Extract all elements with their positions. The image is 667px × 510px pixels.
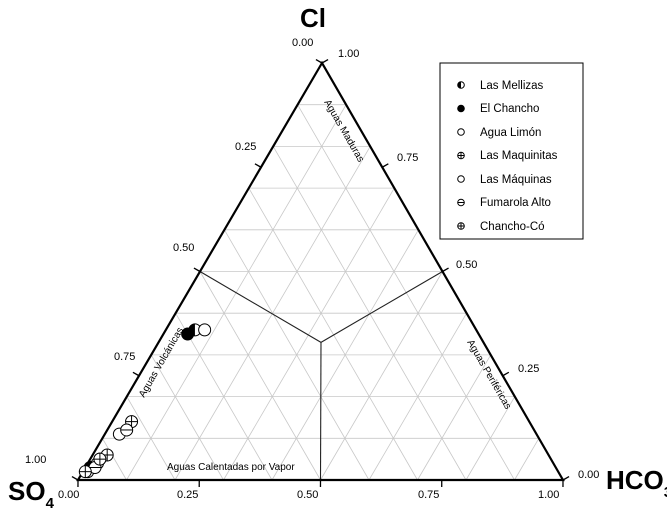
legend-marker-1 (457, 104, 465, 113)
vertex-label-so4-main: SO (8, 476, 46, 506)
grid-line-hco3-3 (223, 187, 395, 481)
hco3-tick-0: 0.00 (578, 469, 599, 481)
vertex-label-hco3-main: HCO (606, 465, 664, 495)
legend-marker-2 (457, 128, 465, 136)
legend-marker-3 (457, 151, 465, 160)
region-label-calentadas: Aguas Calentadas por Vapor (167, 462, 295, 473)
data-points (78, 323, 212, 479)
cl-tick-2: 0.50 (173, 242, 194, 254)
cl-tick-0: 0.00 (292, 37, 313, 49)
legend-items (457, 81, 465, 230)
grid-line-hco3-5 (320, 271, 443, 481)
cl-tick-3: 0.75 (114, 351, 135, 363)
data-point-6-1 (78, 465, 92, 479)
tick-mark-hco3-4 (562, 475, 570, 481)
marker-ring (198, 323, 212, 337)
base-axis-tick-labels: 0.00 0.25 0.50 0.75 1.00 (58, 489, 559, 501)
grid-line-so4-3 (248, 187, 418, 481)
tick-mark-cl-0 (315, 58, 323, 64)
grid-line-hco3-8 (465, 396, 516, 481)
grid-line-hco3-7 (417, 354, 492, 481)
legend-label-5: Fumarola Alto (480, 197, 551, 209)
hco3-axis-tick-labels: 0.00 0.25 0.50 0.75 1.00 (338, 48, 599, 481)
marker-ring (457, 175, 465, 183)
base-tick-0: 0.00 (58, 489, 79, 501)
cl-axis-tick-labels: 0.00 0.25 0.50 0.75 1.00 (25, 37, 313, 466)
tick-mark-cl-3 (132, 371, 140, 377)
legend-label-2: Agua Limón (480, 127, 541, 139)
divider-left (199, 271, 322, 343)
legend-label-1: El Chancho (480, 103, 539, 115)
marker-ring (457, 128, 465, 136)
base-tick-2: 0.50 (297, 489, 318, 501)
grid-line-so4-5 (199, 271, 321, 481)
data-point-5-0 (120, 423, 134, 437)
legend-marker-5 (457, 198, 465, 207)
base-tick-3: 0.75 (418, 489, 439, 501)
axis-ticks (71, 58, 570, 488)
region-label-maduras: Aguas Maduras (321, 98, 366, 164)
divider-right (320, 271, 443, 343)
tick-mark-hco3-3 (502, 371, 510, 377)
grid-line-hco3-6 (368, 312, 467, 481)
tick-mark-hco3-1 (381, 163, 389, 168)
vertex-label-so4-sub: 4 (46, 495, 55, 510)
legend-box (439, 62, 584, 240)
legend-label-3: Las Maquinitas (480, 150, 558, 162)
data-point-1-0 (181, 327, 195, 341)
legend-marker-4 (457, 175, 465, 183)
legend-label-6: Chancho-Có (480, 221, 545, 233)
vertex-label-cl: Cl (300, 3, 326, 33)
data-point-2-0 (198, 323, 212, 337)
marker-fill (181, 327, 195, 341)
tick-mark-cl-1 (254, 163, 262, 168)
cl-tick-4: 1.00 (25, 454, 46, 466)
tick-mark-hco3-2 (442, 267, 449, 273)
vertex-label-hco3-sub: 3 (664, 484, 667, 501)
hco3-tick-3: 0.75 (397, 152, 418, 164)
base-tick-4: 1.00 (538, 489, 559, 501)
hco3-tick-2: 0.50 (456, 259, 477, 271)
legend-marker-0 (457, 81, 465, 89)
vertex-label-so4: SO4 (8, 476, 55, 510)
hco3-tick-4: 1.00 (338, 48, 359, 60)
hco3-tick-1: 0.25 (518, 363, 539, 375)
legend: Las Mellizas El Chancho Agua Limón Las M… (439, 62, 584, 240)
base-tick-1: 0.25 (177, 489, 198, 501)
tick-mark-cl-2 (193, 267, 201, 273)
region-dividers (199, 271, 443, 481)
grid-line-so4-6 (175, 312, 273, 481)
ternary-grid (102, 104, 540, 481)
marker-fill (457, 104, 465, 113)
vertex-label-hco3: HCO3 (606, 465, 667, 501)
cl-tick-1: 0.25 (235, 141, 256, 153)
legend-marker-6 (457, 222, 465, 230)
grid-line-hco3-9 (514, 438, 540, 481)
data-point-6-0 (93, 452, 107, 466)
grid-line-so4-9 (102, 438, 127, 481)
tick-mark-cl-4 (71, 475, 79, 481)
marker-half (457, 81, 461, 89)
grid-line-so4-8 (126, 396, 176, 481)
legend-label-0: Las Mellizas (480, 80, 544, 92)
tick-mark-hco3-0 (321, 58, 329, 64)
legend-label-4: Las Máquinas (480, 174, 552, 186)
grid-line-so4-7 (150, 354, 224, 481)
